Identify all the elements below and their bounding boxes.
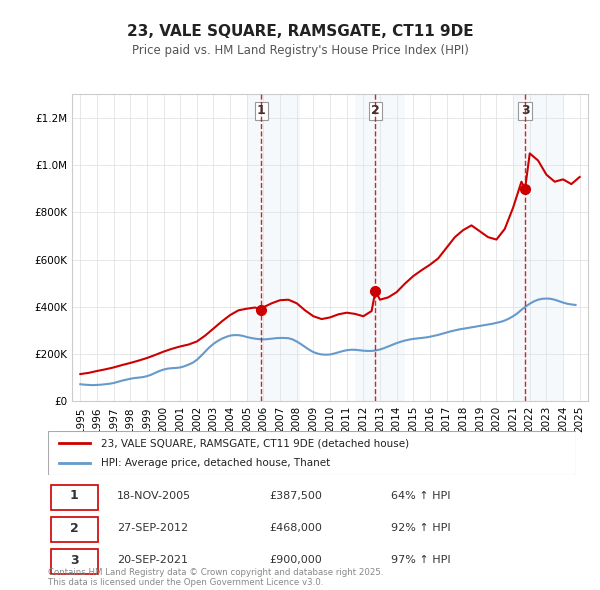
Text: £387,500: £387,500 [270, 491, 323, 501]
Bar [247, 94, 300, 401]
Text: Contains HM Land Registry data © Crown copyright and database right 2025.
This d: Contains HM Land Registry data © Crown c… [48, 568, 383, 587]
Bar [355, 94, 405, 401]
Text: £900,000: £900,000 [270, 555, 323, 565]
Text: 92% ↑ HPI: 92% ↑ HPI [391, 523, 451, 533]
Text: 18-NOV-2005: 18-NOV-2005 [116, 491, 191, 501]
Text: £468,000: £468,000 [270, 523, 323, 533]
Text: 3: 3 [70, 553, 79, 566]
Text: 2: 2 [371, 104, 380, 117]
Text: 23, VALE SQUARE, RAMSGATE, CT11 9DE: 23, VALE SQUARE, RAMSGATE, CT11 9DE [127, 24, 473, 38]
FancyBboxPatch shape [50, 485, 98, 510]
Text: 2: 2 [70, 522, 79, 535]
Text: HPI: Average price, detached house, Thanet: HPI: Average price, detached house, Than… [101, 458, 330, 467]
Text: 1: 1 [257, 104, 266, 117]
Text: 97% ↑ HPI: 97% ↑ HPI [391, 555, 451, 565]
Text: 1: 1 [70, 490, 79, 503]
Text: 3: 3 [521, 104, 529, 117]
FancyBboxPatch shape [50, 549, 98, 574]
Text: Price paid vs. HM Land Registry's House Price Index (HPI): Price paid vs. HM Land Registry's House … [131, 44, 469, 57]
FancyBboxPatch shape [50, 517, 98, 542]
FancyBboxPatch shape [48, 431, 576, 475]
Bar [513, 94, 563, 401]
Text: 64% ↑ HPI: 64% ↑ HPI [391, 491, 451, 501]
Text: 23, VALE SQUARE, RAMSGATE, CT11 9DE (detached house): 23, VALE SQUARE, RAMSGATE, CT11 9DE (det… [101, 438, 409, 448]
Text: 20-SEP-2021: 20-SEP-2021 [116, 555, 188, 565]
Text: 27-SEP-2012: 27-SEP-2012 [116, 523, 188, 533]
